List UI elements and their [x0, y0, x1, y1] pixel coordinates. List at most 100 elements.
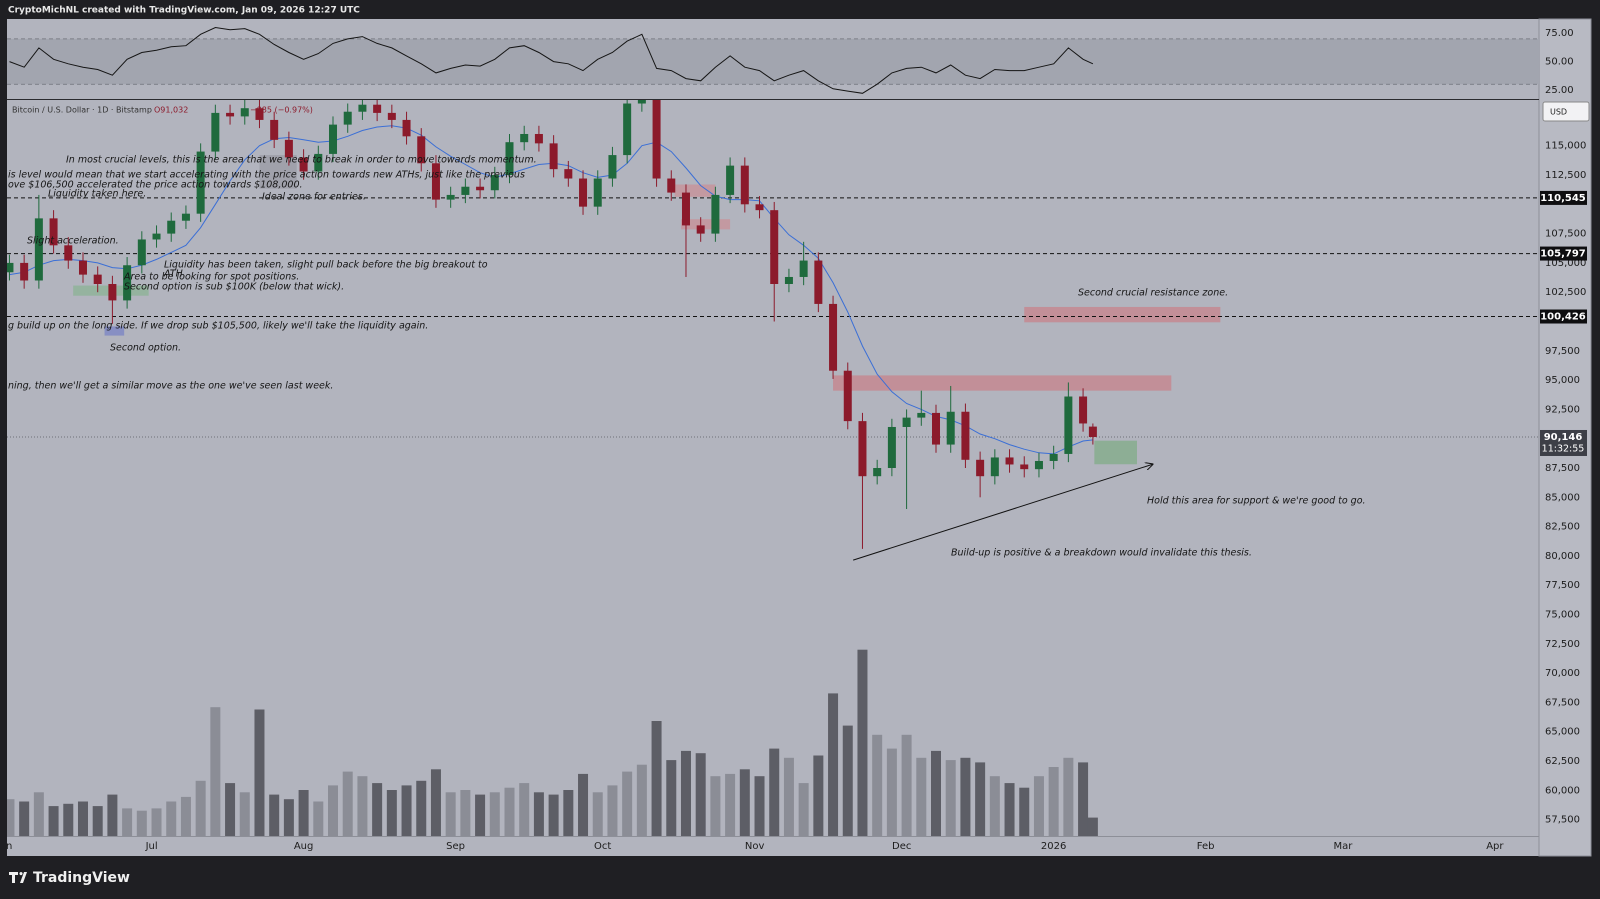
- annotation: ning, then we'll get a similar move as t…: [8, 381, 333, 392]
- header: CryptoMichNL created with TradingView.co…: [8, 6, 360, 16]
- volume-bar: [725, 773, 736, 836]
- candle-body: [476, 186, 485, 191]
- candle-body: [255, 108, 264, 120]
- candle-body: [549, 143, 558, 170]
- volume-bar: [916, 757, 927, 836]
- volume-bar: [372, 783, 383, 836]
- annotation: Build-up is positive & a breakdown would…: [951, 548, 1252, 559]
- volume-bar: [357, 776, 368, 836]
- candle-body: [784, 276, 793, 284]
- annotation: Second crucial resistance zone.: [1078, 288, 1228, 299]
- volume-bar: [210, 707, 221, 836]
- legend-open: O91,032: [154, 106, 188, 115]
- candle-body: [873, 468, 882, 477]
- volume-bar: [739, 769, 750, 836]
- countdown-label: 11:32:55: [1542, 443, 1585, 454]
- candle-body: [667, 178, 676, 193]
- volume-bar: [975, 762, 986, 836]
- level-label: 105,797: [1540, 249, 1586, 260]
- x-tick-label: 2026: [1041, 841, 1066, 852]
- volume-bar: [1048, 767, 1059, 836]
- x-tick-label: Oct: [594, 841, 611, 852]
- candle-body: [461, 186, 470, 195]
- volume-bar: [754, 776, 765, 836]
- volume-bar: [813, 755, 824, 836]
- annotations: In most crucial levels, this is the area…: [8, 155, 1366, 559]
- candle-body: [1079, 396, 1088, 424]
- volume-bar: [269, 794, 280, 836]
- zone: [1024, 306, 1221, 323]
- candle-body: [696, 225, 705, 234]
- volume-bar: [77, 801, 88, 836]
- volume-bar: [107, 794, 118, 836]
- y-tick-label: 97,500: [1545, 346, 1580, 357]
- volume-bar: [1004, 783, 1015, 836]
- volume-bar: [225, 783, 236, 836]
- rsi-tick-label: 75.00: [1545, 28, 1574, 39]
- candle-body: [976, 459, 985, 477]
- volume-bar: [416, 780, 427, 836]
- x-tick-label: Jul: [145, 841, 158, 852]
- volume-bar: [1078, 762, 1089, 836]
- volume-bar: [151, 808, 162, 836]
- volume-bar: [960, 757, 971, 836]
- candle-body: [711, 194, 720, 234]
- annotation: Liquidity taken here.: [48, 189, 146, 200]
- zone: [674, 184, 716, 197]
- volume-bar: [445, 792, 456, 836]
- x-tick-label: Mar: [1333, 841, 1353, 852]
- volume-bar: [798, 783, 809, 836]
- volume-bar: [92, 806, 103, 836]
- volume-bar: [254, 709, 265, 836]
- volume-bar: [313, 801, 324, 836]
- annotation: Ideal zone for entries.: [262, 192, 366, 203]
- y-tick-label: 70,000: [1545, 668, 1580, 679]
- candle-body: [358, 104, 367, 112]
- candle-body: [770, 210, 779, 284]
- candle-body: [49, 218, 58, 246]
- candle-body: [20, 262, 29, 281]
- annotation: g build up on the long side. If we drop …: [8, 321, 428, 332]
- x-tick-label: Apr: [1486, 841, 1504, 852]
- candle-body: [402, 119, 411, 137]
- volume-bar: [578, 773, 589, 836]
- volume-bar: [857, 649, 868, 836]
- volume-bar: [1033, 776, 1044, 836]
- volume-bar: [783, 757, 794, 836]
- volume-bar: [195, 780, 206, 836]
- annotation: Area to be looking for spot positions.: [123, 272, 299, 283]
- trendline: [853, 464, 1153, 561]
- y-tick-label: 112,500: [1545, 170, 1586, 181]
- currency[interactable]: USD: [1550, 108, 1567, 117]
- volume-bar: [842, 725, 853, 836]
- volume-bar: [33, 792, 44, 836]
- volume-bar: [7, 799, 15, 836]
- candle-body: [431, 163, 440, 200]
- volume-bar: [1087, 817, 1098, 836]
- currency-box[interactable]: [1542, 101, 1590, 122]
- volume-bar: [63, 803, 74, 836]
- candle-body: [108, 284, 117, 301]
- candle-body: [196, 151, 205, 214]
- candle-body: [902, 417, 911, 427]
- y-tick-label: 102,500: [1545, 287, 1586, 298]
- volume-bar: [283, 799, 294, 836]
- volume-bar: [666, 760, 677, 836]
- volume-bar: [122, 808, 133, 836]
- candle-body: [181, 213, 190, 221]
- volume-bar: [680, 750, 691, 836]
- plot-background: [7, 19, 1539, 856]
- candle-body: [343, 111, 352, 125]
- volume-bar: [828, 693, 839, 836]
- candle-body: [270, 119, 279, 140]
- y-tick-label: 80,000: [1545, 551, 1580, 562]
- rsi-pane: [7, 26, 1539, 94]
- candle-body: [78, 260, 87, 275]
- candle-body: [137, 239, 146, 266]
- candle-body: [740, 165, 749, 205]
- x-tick-label: Dec: [892, 841, 911, 852]
- volume-bar: [180, 796, 191, 836]
- candle-body: [1064, 396, 1073, 454]
- volume-bar: [504, 787, 515, 836]
- annotation: ove $106,500 accelerated the price actio…: [8, 180, 303, 191]
